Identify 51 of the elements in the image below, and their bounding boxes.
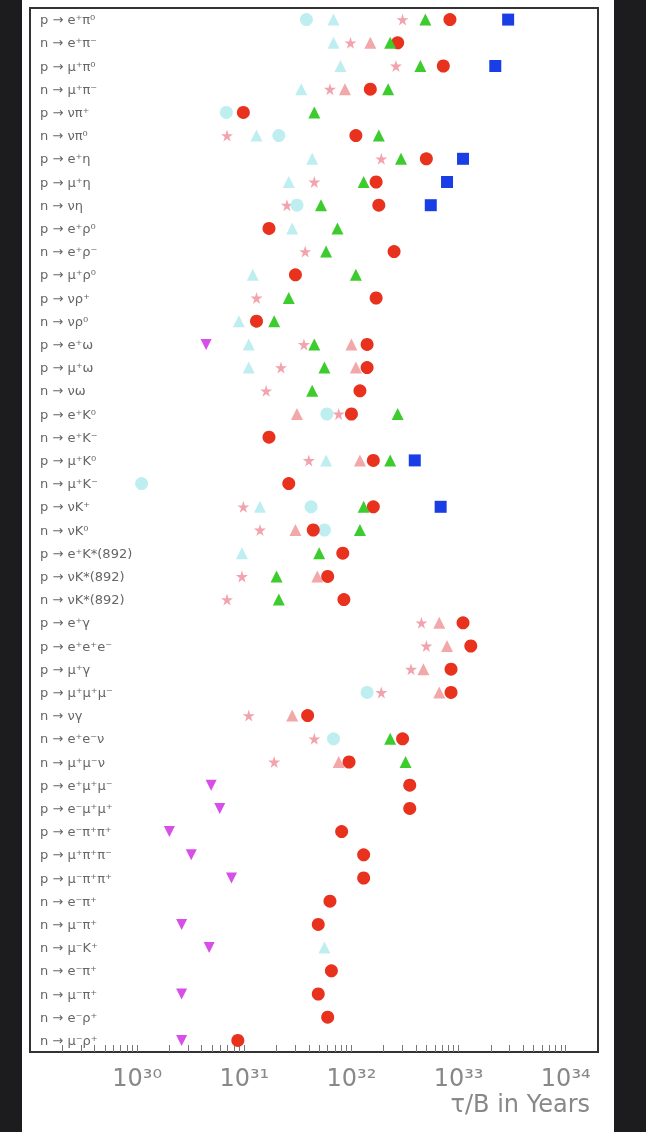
y-tick-label: n → e⁺π⁻ [40,35,97,51]
y-tick-label: n → νγ [40,708,83,724]
y-tick-label: p → μ⁺μ⁺μ⁻ [40,684,113,700]
y-tick-label: p → e⁺π⁰ [40,12,96,28]
y-tick-label: p → e⁺η [40,151,91,167]
x-axis-title: τ/B in Years [450,1090,590,1118]
y-tick-label: p → e⁺K⁰ [40,406,97,422]
y-tick-label: p → e⁺ρ⁰ [40,220,96,236]
y-tick-label: p → e⁻π⁺π⁺ [40,824,112,840]
y-tick-label: n → νω [40,383,86,399]
x-tick-label: 10³⁰ [112,1064,163,1092]
y-tick-label: p → μ⁺η [40,174,91,190]
y-tick-label: n → νK⁰ [40,522,89,538]
y-tick-label: p → μ⁺γ [40,661,91,677]
y-tick-label: n → μ⁺μ⁻ν [40,754,105,770]
y-tick-label: p → e⁺K*(892) [40,545,133,561]
y-tick-label: p → e⁺ω [40,336,94,352]
y-tick-label: n → e⁺K⁻ [40,429,98,445]
y-tick-label: n → μ⁻π⁺ [40,916,98,932]
y-tick-label: p → μ⁺π⁺π⁻ [40,847,112,863]
y-tick-label: p → μ⁺π⁰ [40,58,96,74]
y-tick-label: p → e⁻μ⁺μ⁺ [40,800,113,816]
y-tick-label: n → νK*(892) [40,592,125,608]
y-tick-label: p → e⁺γ [40,615,91,631]
y-tick-label: n → e⁺e⁻ν [40,731,105,747]
y-tick-label: n → e⁻π⁺ [40,893,97,909]
y-tick-label: n → μ⁺π⁻ [40,81,98,97]
y-tick-label: p → νρ⁺ [40,290,90,306]
y-tick-label: p → μ⁻π⁺π⁺ [40,870,112,886]
y-tick-label: p → e⁺e⁺e⁻ [40,638,112,654]
x-tick-label: 10³³ [433,1064,484,1092]
y-tick-label: n → μ⁻K⁺ [40,940,98,956]
x-tick-label: 10³¹ [219,1064,270,1092]
y-tick-label: p → νK*(892) [40,568,125,584]
y-tick-label: n → νπ⁰ [40,128,88,144]
y-tick-label: n → νρ⁰ [40,313,89,329]
y-tick-label: p → μ⁺ρ⁰ [40,267,97,283]
y-tick-label: n → μ⁻π⁺ [40,986,98,1002]
y-tick-label: p → μ⁺ω [40,360,94,376]
y-tick-label: p → μ⁺K⁰ [40,452,97,468]
y-tick-label: n → μ⁺K⁻ [40,476,98,492]
y-tick-label: n → e⁻π⁺ [40,963,97,979]
x-tick-label: 10³⁴ [540,1064,591,1092]
y-tick-label: n → νη [40,197,83,213]
y-tick-label: p → νK⁺ [40,499,91,515]
x-tick-label: 10³² [326,1064,377,1092]
y-tick-label: p → e⁺μ⁺μ⁻ [40,777,113,793]
y-tick-label: n → e⁺ρ⁻ [40,244,98,260]
y-tick-label: p → νπ⁺ [40,104,90,120]
y-tick-label: n → e⁻ρ⁺ [40,1009,98,1025]
y-tick-label: n → μ⁻ρ⁺ [40,1032,98,1048]
